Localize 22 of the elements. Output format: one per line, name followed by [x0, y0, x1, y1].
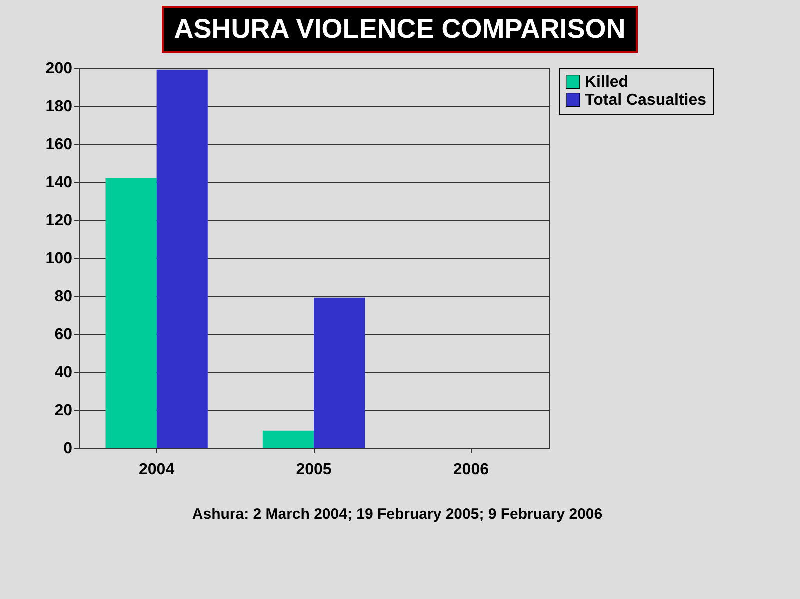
y-tick-label: 20	[54, 402, 73, 420]
x-tick-label: 2006	[453, 462, 490, 478]
chart-title: ASHURA VIOLENCE COMPARISON	[162, 6, 638, 53]
bar	[106, 178, 157, 448]
y-tick-label: 80	[54, 288, 73, 306]
x-tick-label: 2005	[296, 462, 332, 478]
bar	[314, 298, 366, 448]
y-tick-label: 120	[46, 212, 73, 230]
y-tick-label: 0	[64, 440, 73, 458]
y-tick-label: 40	[54, 364, 73, 382]
y-tick-label: 200	[46, 60, 73, 78]
y-tick-label: 180	[46, 98, 73, 116]
bar	[156, 70, 208, 448]
y-tick-label: 100	[46, 250, 73, 268]
bar	[262, 430, 314, 448]
x-tick-label: 2004	[139, 462, 175, 478]
y-tick-label: 140	[46, 174, 73, 192]
y-tick-label: 60	[54, 326, 73, 344]
legend-label: Killed	[585, 74, 629, 91]
legend-label: Total Casualties	[585, 92, 707, 109]
y-tick-label: 160	[46, 136, 73, 154]
text: Ashura: 2 March 2004; 19 February 2005; 9 February 2006	[191, 506, 604, 523]
